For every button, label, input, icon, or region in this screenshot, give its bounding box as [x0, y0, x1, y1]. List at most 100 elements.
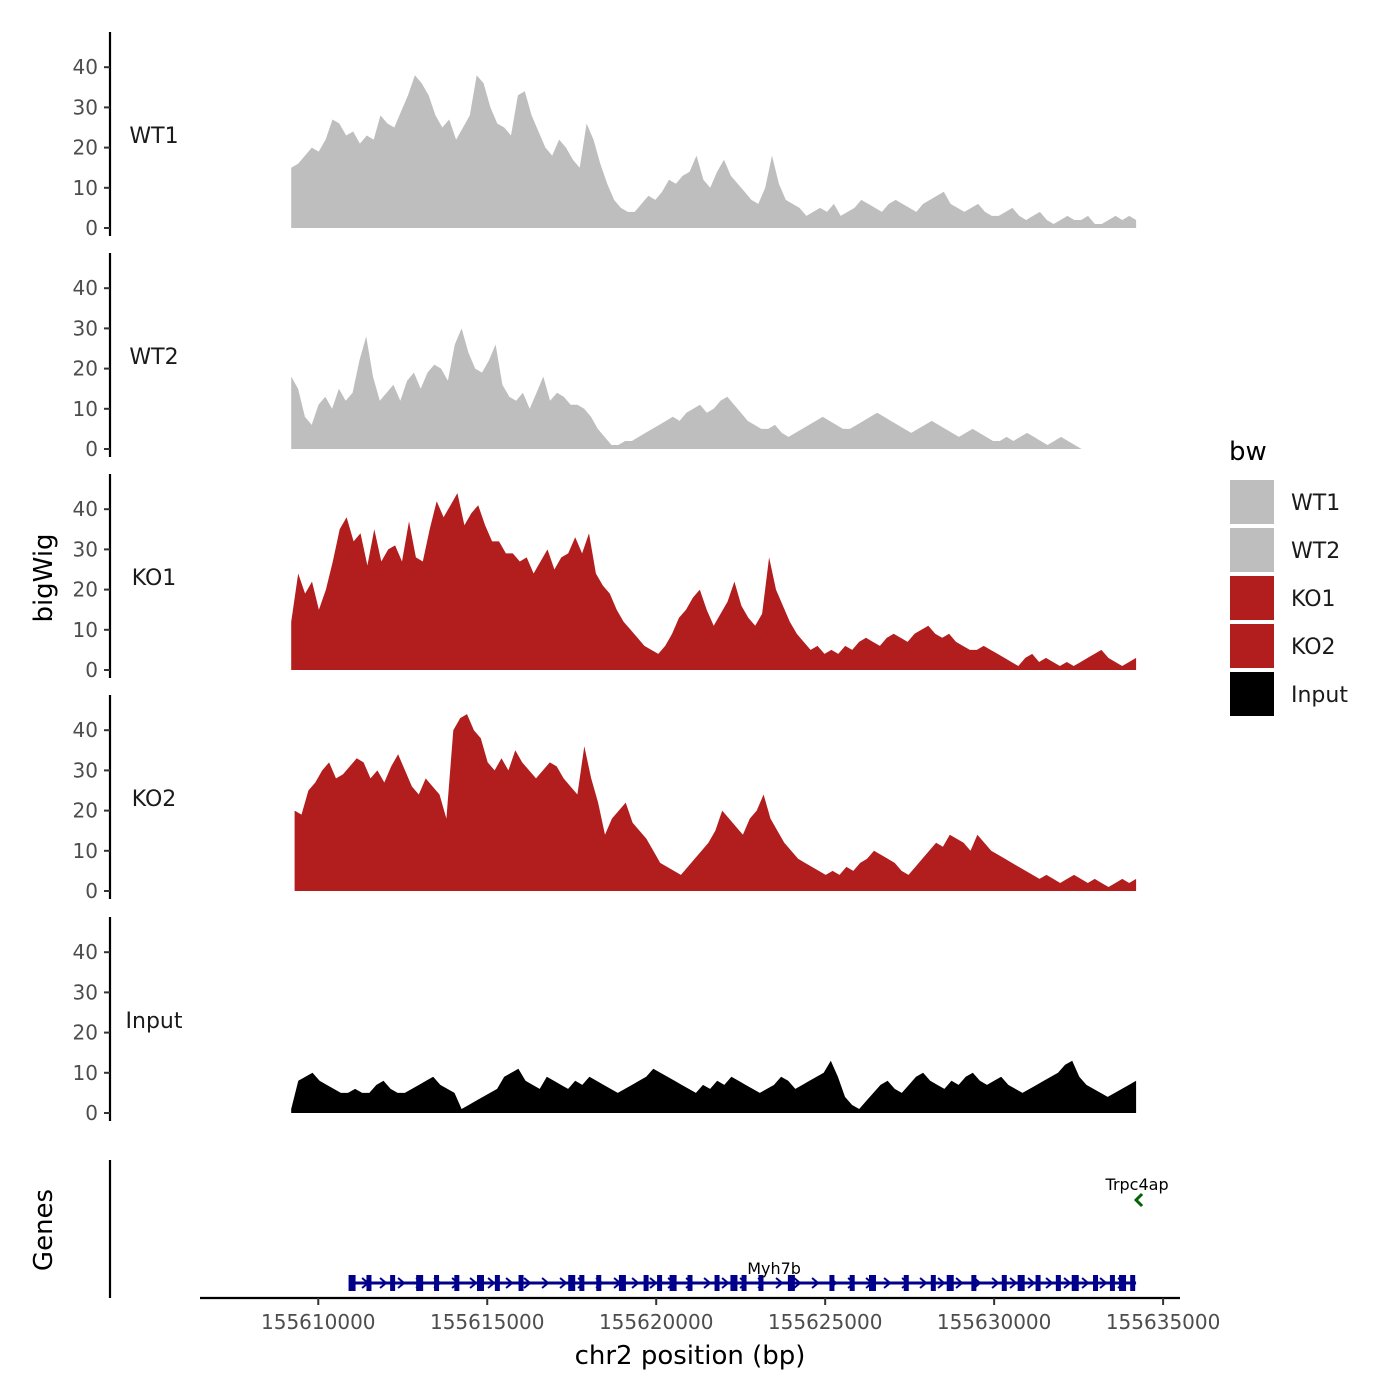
- y-tick-label: 30: [73, 95, 98, 119]
- legend-swatch-input: [1230, 672, 1274, 716]
- strand-arrow: [505, 1277, 514, 1289]
- y-tick-label: 40: [73, 497, 98, 521]
- exon: [903, 1275, 909, 1291]
- strand-arrow: [937, 1277, 946, 1289]
- y-tick-label: 40: [73, 718, 98, 742]
- exon: [366, 1275, 372, 1291]
- exon: [390, 1275, 396, 1291]
- y-tick-label: 40: [73, 276, 98, 300]
- strand-arrow: [793, 1277, 802, 1289]
- y-tick-label: 0: [85, 658, 98, 682]
- gene-trpc4ap: Trpc4ap: [1105, 1175, 1169, 1208]
- strand-arrow: [883, 1277, 892, 1289]
- exon: [1071, 1275, 1079, 1291]
- y-tick-label: 0: [85, 437, 98, 461]
- strand-arrow: [1009, 1277, 1018, 1289]
- gene-label: Myh7b: [747, 1259, 801, 1278]
- y-tick-label: 10: [73, 839, 98, 863]
- strand-arrow: [1133, 1192, 1144, 1208]
- strand-arrow: [1027, 1277, 1036, 1289]
- y-tick-label: 20: [73, 578, 98, 602]
- area-ko2: [294, 714, 1137, 891]
- strand-arrow: [397, 1277, 406, 1289]
- exon: [1093, 1275, 1099, 1291]
- legend-label-ko1: KO1: [1291, 587, 1336, 612]
- exon: [730, 1275, 738, 1291]
- exon: [494, 1275, 500, 1291]
- exon: [1035, 1275, 1041, 1291]
- legend-swatch-wt1: [1230, 480, 1274, 524]
- strand-arrow: [721, 1277, 730, 1289]
- area-wt2: [291, 328, 1137, 449]
- legend-label-ko2: KO2: [1291, 635, 1336, 660]
- y-tick-label: 30: [73, 316, 98, 340]
- gene-myh7b: Myh7b: [348, 1259, 1137, 1291]
- strand-arrow: [955, 1277, 964, 1289]
- exon: [868, 1275, 876, 1291]
- exon: [669, 1275, 677, 1291]
- exon: [1001, 1275, 1007, 1291]
- strand-arrow: [919, 1277, 928, 1289]
- track-wt1: 0 10 20 30 40 WT1: [73, 32, 1137, 240]
- y-axis-title: bigWig: [29, 533, 59, 622]
- legend: bw WT1 WT2 KO1 KO2 Input: [1229, 437, 1348, 716]
- strand-arrow: [775, 1277, 784, 1289]
- area-ko1: [291, 493, 1137, 670]
- y-tick-label: 30: [73, 758, 98, 782]
- exon: [829, 1275, 835, 1291]
- x-tick-label: 155620000: [599, 1310, 714, 1334]
- strand-arrow: [631, 1277, 640, 1289]
- y-tick-label: 10: [73, 176, 98, 200]
- exon: [849, 1275, 855, 1291]
- x-tick-label: 155610000: [261, 1310, 376, 1334]
- strand-arrow: [469, 1277, 478, 1289]
- exon: [1130, 1275, 1136, 1291]
- exon: [643, 1275, 649, 1291]
- x-tick-label: 155635000: [1106, 1310, 1221, 1334]
- genes-axis-title: Genes: [29, 1189, 59, 1271]
- legend-label-wt1: WT1: [1291, 491, 1340, 516]
- strand-arrow: [811, 1277, 820, 1289]
- exon: [454, 1275, 460, 1291]
- strand-arrow: [379, 1277, 388, 1289]
- strand-arrow: [649, 1277, 658, 1289]
- strand-arrow: [1099, 1277, 1108, 1289]
- y-tick-label: 30: [73, 537, 98, 561]
- strand-arrow: [1045, 1277, 1054, 1289]
- strand-arrow: [991, 1277, 1000, 1289]
- exon: [568, 1275, 576, 1291]
- exon: [1055, 1275, 1061, 1291]
- exon: [657, 1275, 663, 1291]
- y-tick-label: 20: [73, 136, 98, 160]
- exon: [618, 1275, 626, 1291]
- y-tick-label: 10: [73, 618, 98, 642]
- track-label-input: Input: [126, 1009, 183, 1034]
- strand-arrow: [523, 1277, 532, 1289]
- y-tick-label: 40: [73, 940, 98, 964]
- legend-label-input: Input: [1291, 683, 1348, 708]
- y-tick-label: 0: [85, 216, 98, 240]
- exon: [971, 1275, 977, 1291]
- y-tick-label: 30: [73, 980, 98, 1004]
- exon: [1109, 1275, 1115, 1291]
- track-ko2: 0 10 20 30 40 KO2: [73, 695, 1137, 903]
- track-label-ko1: KO1: [132, 566, 177, 591]
- strand-arrow: [541, 1277, 550, 1289]
- legend-swatch-wt2: [1230, 528, 1274, 572]
- y-tick-label: 10: [73, 397, 98, 421]
- exon: [787, 1275, 795, 1291]
- strand-arrow: [1063, 1277, 1072, 1289]
- exon: [687, 1275, 693, 1291]
- area-wt1: [291, 75, 1137, 228]
- exon: [1119, 1275, 1127, 1291]
- legend-label-wt2: WT2: [1291, 539, 1340, 564]
- track-label-ko2: KO2: [132, 787, 177, 812]
- legend-swatch-ko1: [1230, 576, 1274, 620]
- x-tick-label: 155630000: [937, 1310, 1052, 1334]
- y-tick-label: 10: [73, 1061, 98, 1085]
- exon: [758, 1275, 764, 1291]
- track-wt2: 0 10 20 30 40 WT2: [73, 253, 1137, 461]
- strand-arrow: [1081, 1277, 1090, 1289]
- exon: [1017, 1275, 1025, 1291]
